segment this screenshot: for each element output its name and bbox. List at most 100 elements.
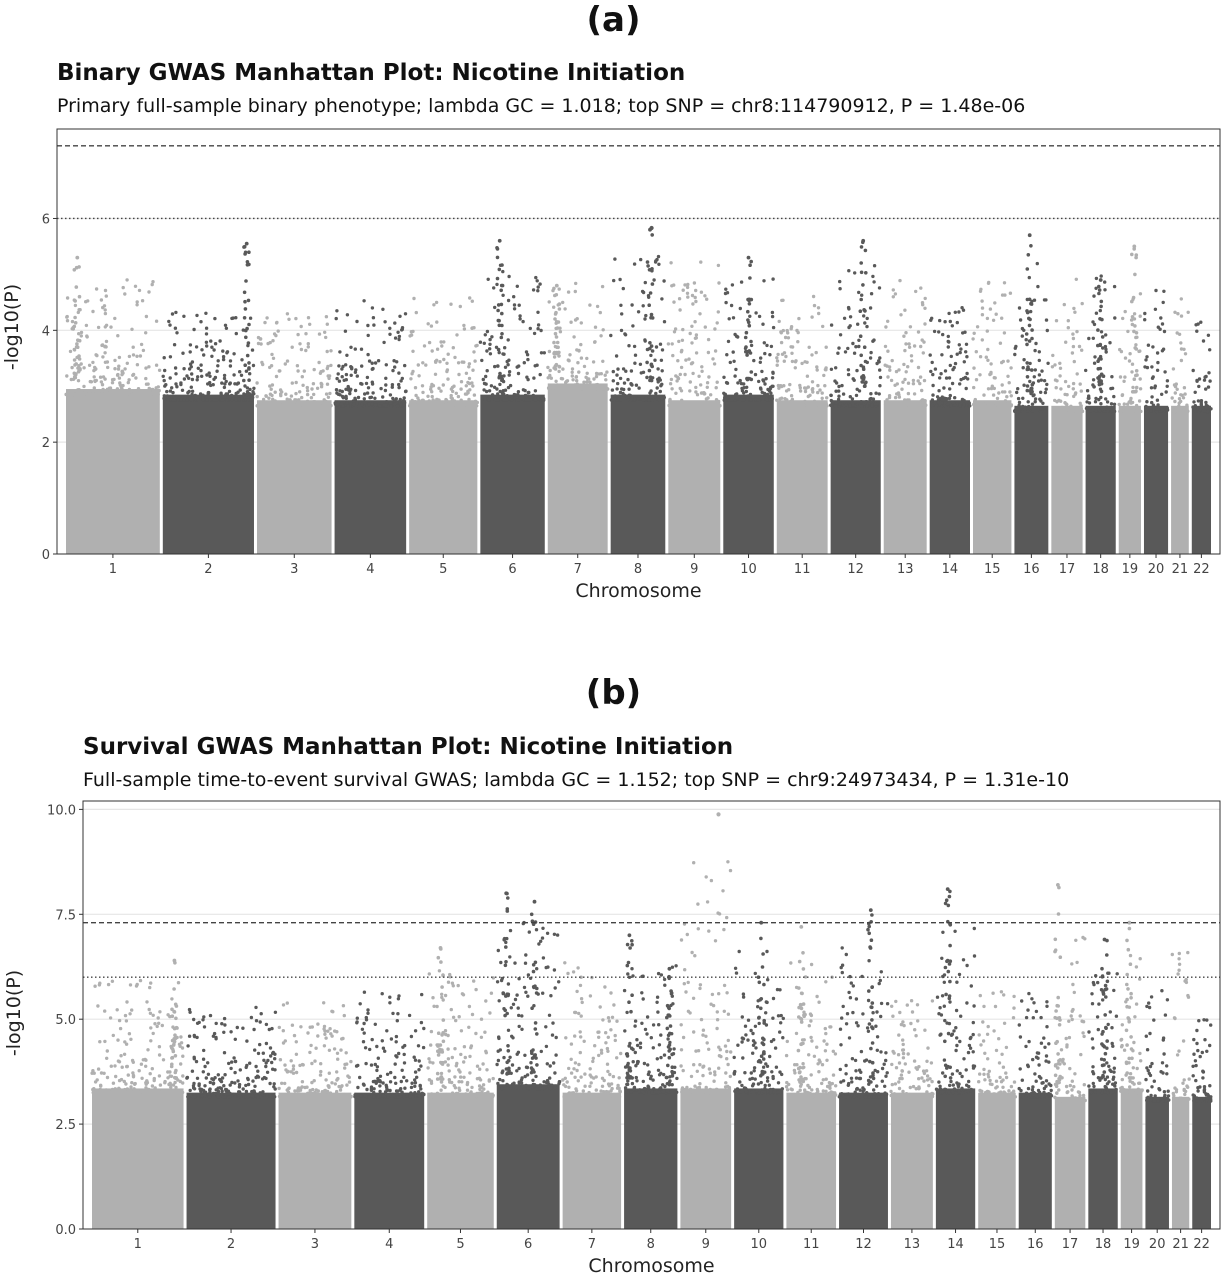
snp-point <box>633 1050 637 1055</box>
snp-point <box>1046 361 1050 365</box>
snp-point <box>821 324 825 329</box>
snp-peak-point <box>506 896 510 900</box>
snp-point <box>948 393 952 398</box>
snp-point <box>756 398 761 402</box>
snp-point <box>263 320 267 325</box>
snp-point <box>1208 348 1212 352</box>
snp-point <box>336 402 340 406</box>
snp-point <box>482 388 486 392</box>
snp-point <box>385 1029 389 1033</box>
snp-point <box>762 341 766 345</box>
snp-point <box>536 323 541 327</box>
snp-point <box>1009 394 1013 398</box>
snp-point <box>598 310 602 315</box>
snp-point <box>339 1048 343 1052</box>
snp-point <box>157 368 162 372</box>
snp-point <box>91 360 95 365</box>
snp-point <box>865 324 869 329</box>
snp-point <box>319 385 324 389</box>
snp-point <box>623 1029 627 1033</box>
snp-point <box>99 298 104 302</box>
snp-point <box>535 967 539 971</box>
snp-peak-point <box>75 342 79 346</box>
snp-point <box>1204 406 1209 410</box>
snp-point <box>717 992 721 996</box>
snp-point <box>459 387 463 391</box>
snp-peak-point <box>649 344 654 348</box>
snp-point <box>657 398 661 402</box>
snp-peak-point <box>749 259 753 264</box>
snp-point <box>393 365 397 369</box>
snp-point <box>403 1086 407 1090</box>
snp-point <box>202 1048 206 1053</box>
snp-point <box>257 402 262 407</box>
snp-point <box>211 1094 216 1099</box>
snp-point <box>139 342 144 347</box>
snp-point <box>878 384 882 388</box>
snp-point <box>633 397 637 401</box>
snp-point <box>119 1077 124 1082</box>
snp-point <box>498 382 502 387</box>
snp-point <box>131 1071 135 1075</box>
panel-a: (a) Binary GWAS Manhattan Plot: Nicotine… <box>1 0 1221 602</box>
snp-point <box>503 388 508 392</box>
snp-point <box>447 1069 451 1073</box>
snp-point <box>833 379 837 383</box>
snp-point <box>140 392 144 397</box>
snp-point <box>942 403 947 408</box>
snp-point <box>1155 368 1160 372</box>
snp-point <box>681 1035 686 1040</box>
snp-point <box>381 1094 386 1098</box>
snp-point <box>256 1051 261 1056</box>
snp-peak-point <box>859 261 863 265</box>
snp-point <box>605 1062 610 1066</box>
snp-point <box>680 398 684 402</box>
snp-density-block <box>162 394 254 554</box>
snp-point <box>722 983 727 988</box>
snp-point <box>931 393 935 397</box>
snp-density-block <box>1191 405 1211 554</box>
snp-point <box>439 340 443 344</box>
snp-point <box>322 403 326 408</box>
snp-point <box>672 283 676 287</box>
snp-point <box>1186 310 1190 314</box>
snp-point <box>701 1028 706 1032</box>
snp-point <box>818 388 822 392</box>
snp-point <box>245 1039 249 1043</box>
snp-point <box>345 400 349 404</box>
snp-point <box>851 341 855 346</box>
snp-point <box>998 341 1003 345</box>
snp-point <box>335 1078 339 1082</box>
snp-point <box>452 384 456 388</box>
snp-point <box>190 372 194 376</box>
snp-point <box>775 359 780 363</box>
snp-point <box>793 366 797 370</box>
snp-point <box>147 386 151 391</box>
snp-point <box>452 1083 456 1088</box>
snp-point <box>317 332 322 336</box>
snp-point <box>147 290 151 294</box>
snp-point <box>1075 329 1079 334</box>
snp-point <box>604 1031 608 1035</box>
snp-point <box>757 314 762 319</box>
snp-point <box>705 1041 709 1045</box>
snp-point <box>886 403 891 407</box>
snp-point <box>713 939 718 943</box>
snp-point <box>557 387 561 391</box>
snp-point <box>466 380 470 385</box>
snp-point <box>408 1094 413 1099</box>
snp-point <box>644 313 648 318</box>
snp-point <box>1087 336 1091 341</box>
snp-point <box>430 349 434 353</box>
snp-point <box>330 1081 334 1085</box>
snp-peak-point <box>860 380 864 384</box>
snp-peak-point <box>246 341 251 345</box>
snp-peak-point <box>1096 359 1100 364</box>
snp-point <box>668 1079 672 1083</box>
snp-point <box>130 1081 134 1085</box>
snp-point <box>496 1058 501 1063</box>
snp-peak-point <box>648 346 652 351</box>
snp-point <box>566 1092 571 1096</box>
snp-point <box>1191 368 1195 373</box>
snp-point <box>88 379 93 384</box>
